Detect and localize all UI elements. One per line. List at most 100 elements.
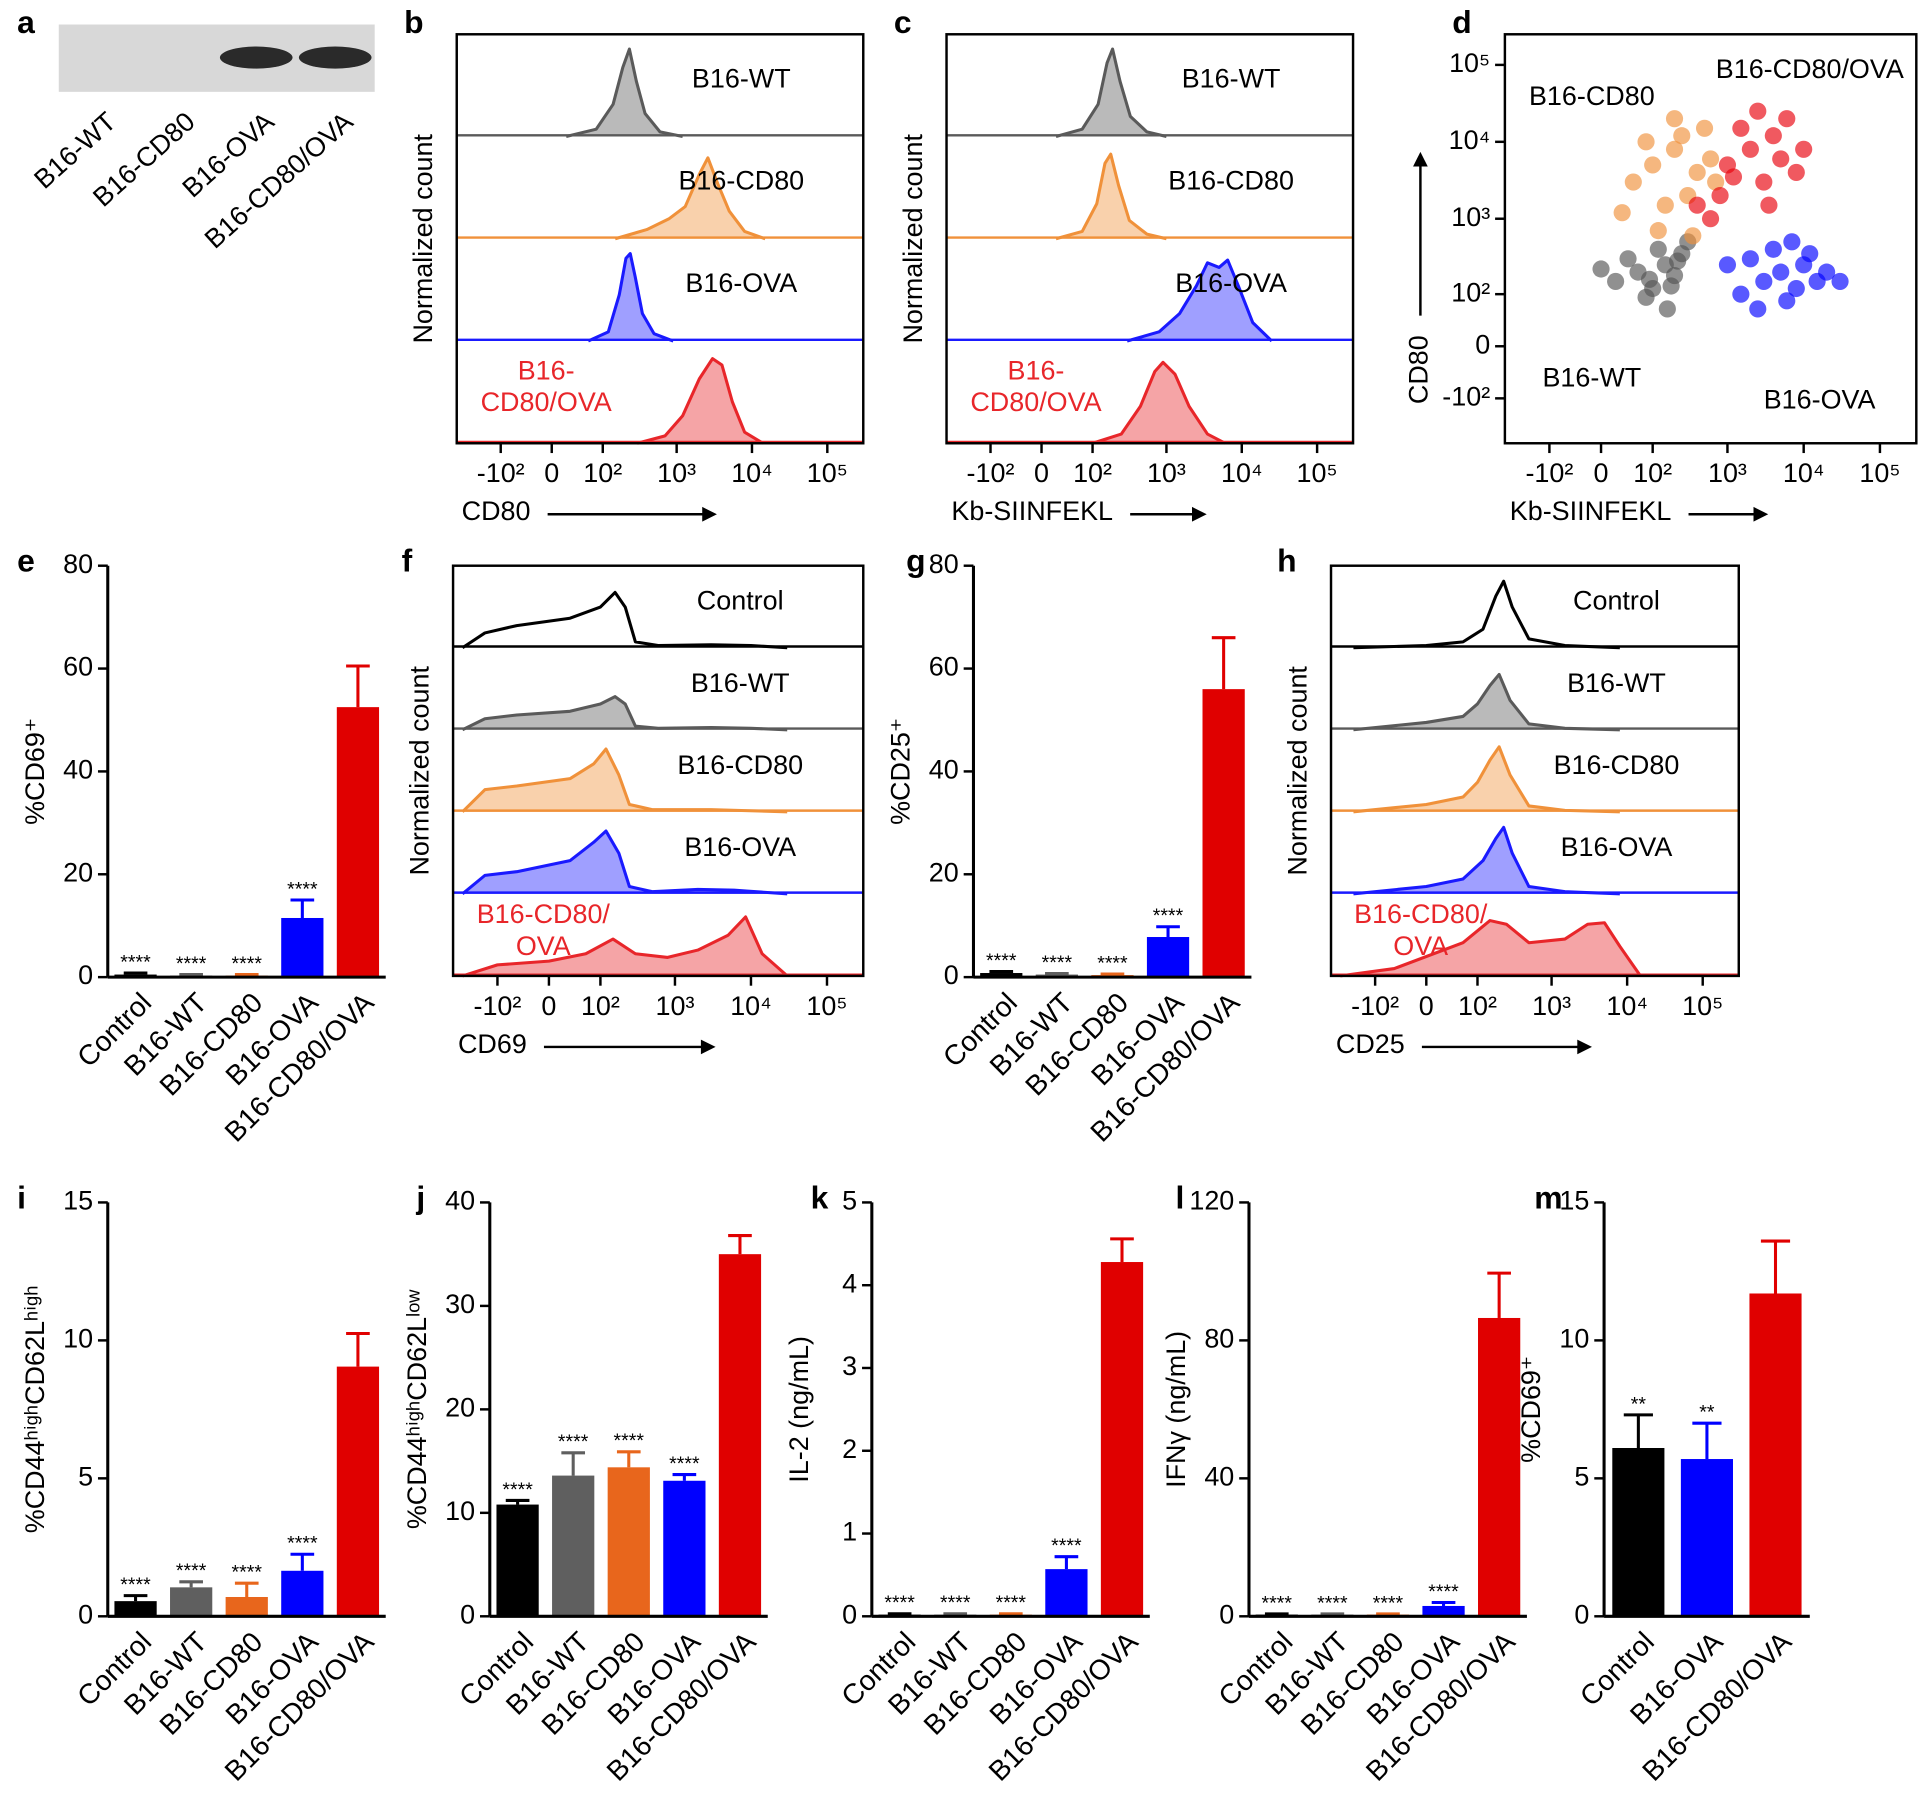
bar [718,1254,762,1617]
y-tick-label: 0 [842,1599,857,1629]
histogram-curve [1353,672,1620,732]
scatter-point [1755,173,1773,191]
y-axis-label: %CD69⁺ [20,718,50,825]
bar [663,1480,706,1617]
significance: **** [614,1430,645,1452]
histogram-curve [1353,579,1620,650]
x-tick-label: 10⁴ [1783,458,1825,488]
bar [1045,1569,1088,1617]
y-axis-label: %CD69⁺ [1516,1356,1546,1463]
scatter-point [1764,127,1782,145]
significance: **** [287,878,318,900]
scatter-point [1649,240,1667,258]
significance: **** [287,1533,318,1555]
histogram-curve [1353,825,1620,896]
scatter-point [1656,196,1674,214]
arrow-head [1413,151,1428,167]
significance: **** [120,951,151,973]
significance: **** [176,1560,207,1582]
y-tick-label: 20 [445,1392,475,1422]
significance: **** [1373,1592,1404,1614]
histogram-curve [461,829,788,896]
x-tick-label: 10⁴ [1221,458,1263,488]
y-tick-label: 5 [842,1186,857,1216]
scatter-point [1613,204,1631,222]
x-tick-label: 0 [544,458,559,488]
x-tick-label: 10² [583,458,622,488]
x-tick-label: 0 [541,991,556,1021]
plot-frame [1503,33,1918,445]
blot-band [219,46,293,69]
x-tick-label: 10² [581,991,620,1021]
scatter-point [1592,260,1610,278]
histogram-curve [1340,919,1642,978]
panel-letter: l [1176,1179,1185,1215]
series-label-line: OVA [1393,931,1448,961]
panel-letter: f [402,543,413,579]
significance: **** [1097,952,1128,974]
scatter-point [1778,292,1796,310]
series-label-line: B16- [518,355,575,385]
scatter-point [1831,272,1849,291]
series-label: B16-CD80 [1168,166,1294,196]
panel-letter: g [906,543,925,579]
scatter-point [1688,163,1706,182]
histogram-curve [1055,152,1167,241]
histogram-curve [614,156,766,241]
series-label-line: B16- [1008,355,1065,385]
significance: **** [669,1453,700,1475]
bar [1612,1448,1665,1617]
scatter-point [1701,150,1720,168]
significance: **** [996,1592,1027,1614]
y-tick-label: 40 [445,1186,475,1216]
y-tick-label: 60 [63,652,93,682]
scatter-point [1764,240,1782,258]
series-label-line: OVA [516,931,571,961]
scatter-point [1688,196,1706,214]
significance: **** [502,1479,533,1501]
y-tick-label: 20 [63,857,93,887]
y-axis-label: %CD44ʰⁱᵍʰCD62Lˡᵒʷ [402,1289,432,1530]
y-tick-label: 0 [944,960,959,990]
panel-letter: m [1534,1179,1562,1215]
y-tick-label: 40 [63,755,93,785]
x-tick-label: 10³ [657,458,696,488]
scatter-point [1669,252,1687,270]
bar [1202,689,1245,978]
bar [336,1366,380,1617]
panel-letter: b [404,4,423,40]
scatter-point [1732,285,1750,303]
series-label: Control [697,586,784,616]
scatter-point [1741,140,1759,158]
histogram-curve [462,915,789,978]
bar [607,1467,650,1617]
x-tick-label: 10⁴ [1606,991,1648,1021]
scatter-point [1778,110,1796,128]
x-tick-label: 0 [1034,458,1049,488]
panel-letter: j [415,1179,425,1215]
y-axis-label: %CD25⁺ [886,718,916,825]
series-label: B16-OVA [685,268,797,298]
significance: **** [1051,1535,1082,1557]
y-axis-label: %CD44ʰⁱᵍʰCD62Lʰⁱᵍʰ [20,1285,50,1533]
y-axis-label: CD80 [1404,335,1434,404]
significance: **** [986,950,1017,972]
scatter-point [1711,187,1729,205]
y-tick-label: 40 [929,755,959,785]
scatter-point [1673,127,1691,145]
x-tick-label: 10⁴ [730,991,772,1021]
y-tick-label: 0 [1475,329,1490,359]
series-label: B16-CD80 [1554,750,1680,780]
series-label: B16-WT [1182,63,1281,93]
plot-frame [1329,564,1740,978]
y-tick-label: 10⁵ [1449,48,1490,78]
y-axis-label: Normalized count [404,666,434,876]
scatter-point [1701,210,1720,228]
histogram-curve [565,47,683,139]
y-tick-label: 1 [842,1517,857,1547]
series-label: B16-WT [1567,668,1666,698]
scatter-point [1795,140,1813,158]
significance: **** [1428,1581,1459,1603]
x-tick-label: -10² [477,458,525,488]
series-label: B16-CD80/OVA [1354,899,1488,961]
